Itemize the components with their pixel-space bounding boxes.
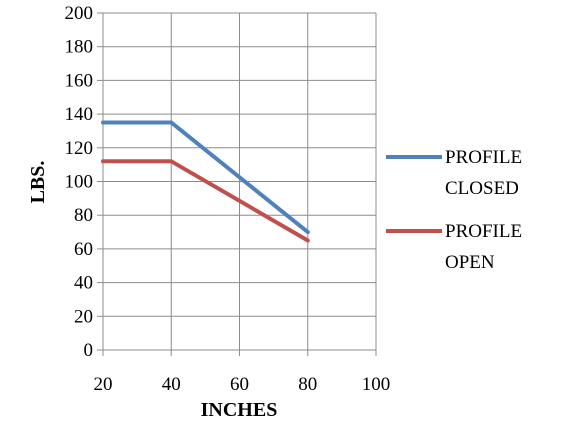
legend: PROFILE CLOSED PROFILE OPEN [386,147,522,273]
series-line-1 [101,120,310,235]
x-tick-label: 80 [298,374,317,395]
series-lines [101,120,310,243]
y-tick-label: 0 [84,340,94,361]
y-axis-title: LBS. [27,161,49,204]
legend-label: CLOSED [445,178,519,199]
y-tick-label: 160 [65,70,94,91]
y-tick-label: 120 [65,138,94,159]
grid [97,12,377,356]
legend-label: OPEN [445,252,495,273]
y-tick-label: 180 [65,37,94,58]
y-tick-label: 20 [74,306,93,327]
y-tick-label: 60 [74,239,93,260]
legend-label: PROFILE [445,147,522,168]
legend-label: PROFILE [445,221,522,242]
y-tick-label: 100 [65,172,94,193]
y-tick-label: 200 [65,3,94,24]
x-axis-title: INCHES [201,399,278,421]
y-tick-label: 40 [74,273,93,294]
series-line-2 [101,159,310,243]
x-tick-label: 20 [94,374,113,395]
y-tick-label: 140 [65,104,94,125]
x-tick-label: 60 [230,374,249,395]
y-tick-label: 80 [74,205,93,226]
x-tick-label: 40 [162,374,181,395]
x-tick-label: 100 [362,374,391,395]
